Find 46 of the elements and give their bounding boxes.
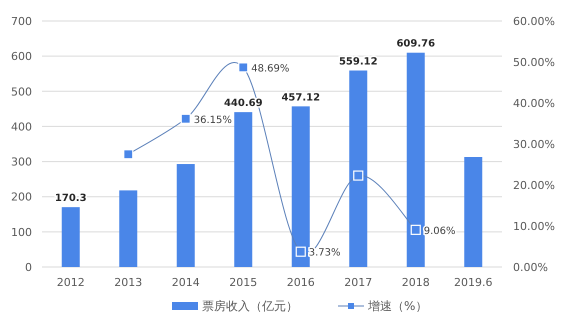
data-label: 3.73%	[308, 248, 341, 259]
y2-tick-label: 60.00%	[513, 15, 555, 28]
y-tick-label: 700	[11, 15, 32, 28]
point	[180, 114, 191, 124]
y-tick-label: 500	[11, 85, 32, 98]
y-tick-label: 400	[11, 120, 32, 134]
y2-tick-label: 30.00%	[513, 138, 555, 151]
y-tick-label: 200	[11, 190, 32, 204]
y2-tick-label: 50.00%	[513, 56, 555, 69]
bar	[62, 207, 80, 267]
bar	[406, 52, 425, 267]
legend-label: 票房收入（亿元）	[202, 299, 298, 313]
data-label: 457.12	[281, 92, 320, 104]
y-tick-label: 600	[11, 50, 32, 64]
x-tick-label: 2018	[402, 276, 430, 289]
bar	[119, 190, 138, 267]
point	[353, 170, 364, 181]
legend-label: 增速（%）	[367, 299, 428, 313]
bar	[292, 106, 310, 267]
bar	[464, 157, 482, 267]
data-label: 170.3	[54, 193, 87, 204]
x-tick-label: 2013	[114, 276, 142, 289]
data-label: 559.12	[338, 56, 378, 68]
point	[123, 149, 134, 160]
y2-tick-label: 0.00%	[513, 261, 548, 274]
point	[410, 224, 421, 235]
data-label: 609.76	[396, 38, 436, 50]
bar	[176, 164, 195, 267]
bar	[234, 112, 252, 267]
y-tick-label: 100	[11, 226, 32, 239]
x-tick-label: 2016	[286, 276, 315, 289]
x-tick-label: 2015	[229, 276, 258, 289]
point	[238, 62, 248, 72]
data-label: 48.69%	[251, 63, 290, 74]
x-tick-label: 2012	[56, 276, 85, 289]
bar	[349, 70, 368, 267]
x-tick-label: 2014	[172, 276, 200, 289]
point	[296, 246, 306, 257]
x-tick-label: 2017	[344, 276, 372, 289]
y2-tick-label: 40.00%	[513, 97, 555, 110]
y2-tick-label: 10.00%	[513, 220, 555, 233]
y2-tick-label: 20.00%	[513, 179, 555, 192]
x-tick-label: 2019.6	[454, 276, 492, 289]
data-label: 36.15%	[194, 114, 232, 126]
y-tick-label: 300	[11, 156, 32, 169]
y-tick-label: 0	[25, 261, 32, 274]
